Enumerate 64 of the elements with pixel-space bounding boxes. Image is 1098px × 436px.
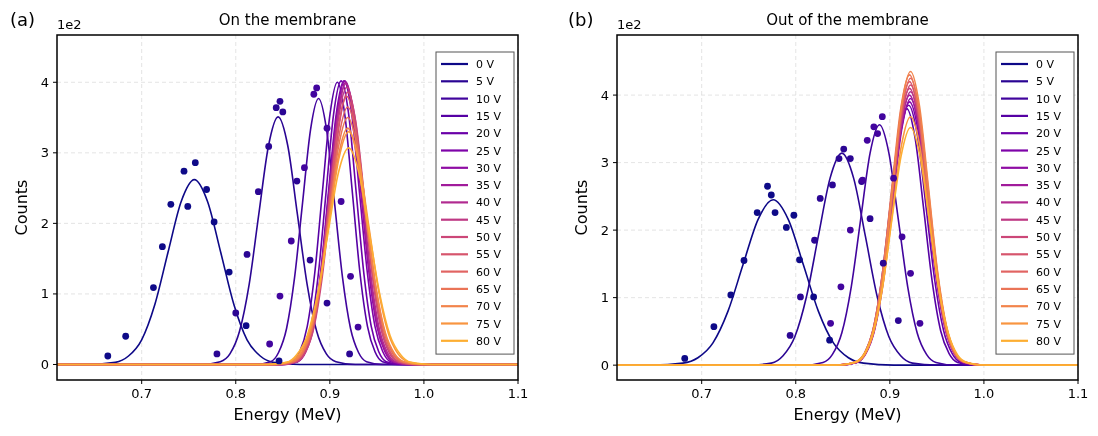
text: 1e2: [57, 17, 82, 32]
legend-label: 65 V: [476, 282, 502, 296]
legend-label: 30 V: [1036, 161, 1062, 175]
y-tick-label: 4: [40, 74, 49, 90]
legend-label: 75 V: [476, 317, 502, 331]
legend-label: 15 V: [476, 109, 502, 123]
x-tick-label: 1.1: [507, 386, 529, 401]
y-tick-label: 3: [600, 155, 609, 171]
legend-label: 55 V: [476, 248, 502, 262]
y-tick-label: 1: [600, 290, 609, 306]
x-tick-label: 0.9: [879, 386, 901, 401]
legend-label: 60 V: [1036, 265, 1062, 279]
legend-label: 35 V: [1036, 179, 1062, 193]
x-axis-title: Energy (MeV): [233, 405, 342, 424]
y-tick-label: 1: [40, 286, 49, 302]
legend-label: 80 V: [476, 334, 502, 348]
x-axis-title: Energy (MeV): [793, 405, 902, 424]
text: (a): [10, 9, 36, 30]
legend-label: 5 V: [1036, 75, 1055, 89]
legend-label: 70 V: [476, 300, 502, 314]
y-tick-label: 0: [40, 356, 49, 372]
legend-label: 45 V: [1036, 213, 1062, 227]
legend-label: 20 V: [1036, 127, 1062, 141]
legend-label: 75 V: [1036, 317, 1062, 331]
y-tick-label: 3: [40, 145, 49, 161]
legend-label: 70 V: [1036, 300, 1062, 314]
y-tick-label: 0: [600, 357, 609, 373]
chart-title: Out of the membrane: [766, 11, 929, 29]
x-tick-label: 0.8: [225, 386, 247, 401]
legend-label: 10 V: [476, 92, 502, 106]
chart-title: On the membrane: [218, 11, 357, 29]
legend-label: 80 V: [1036, 334, 1062, 348]
y-tick-label: 4: [600, 87, 609, 103]
legend-label: 25 V: [476, 144, 502, 158]
legend-label: 45 V: [476, 213, 502, 227]
y-tick-label: 2: [40, 215, 49, 231]
text: (b): [568, 9, 594, 30]
legend-label: 20 V: [476, 127, 502, 141]
legend-label: 5 V: [476, 75, 495, 89]
legend-label: 15 V: [1036, 109, 1062, 123]
legend-label: 50 V: [1036, 231, 1062, 244]
y-tick-label: 2: [600, 222, 609, 238]
x-tick-label: 1.0: [973, 386, 995, 401]
x-tick-label: 0.9: [319, 386, 341, 401]
x-tick-label: 0.8: [785, 386, 807, 401]
x-tick-label: 1.0: [413, 386, 435, 401]
legend-label: 40 V: [1036, 196, 1062, 210]
legend-label: 60 V: [476, 265, 502, 279]
y-axis-title: Counts: [572, 179, 591, 236]
y-axis-title: Counts: [12, 179, 31, 236]
x-tick-label: 1.1: [1067, 386, 1089, 401]
legend-label: 55 V: [1036, 248, 1062, 262]
legend-label: 25 V: [1036, 144, 1062, 158]
x-tick-label: 0.7: [691, 386, 713, 401]
legend-label: 30 V: [476, 161, 502, 175]
legend-label: 0 V: [476, 58, 495, 71]
legend-label: 10 V: [1036, 92, 1062, 106]
legend-label: 35 V: [476, 179, 502, 193]
legend-label: 50 V: [476, 231, 502, 244]
text: 1e2: [617, 17, 642, 32]
legend-label: 40 V: [476, 196, 502, 210]
x-tick-label: 0.7: [131, 386, 153, 401]
legend-label: 65 V: [1036, 282, 1062, 296]
legend-label: 0 V: [1036, 58, 1055, 71]
